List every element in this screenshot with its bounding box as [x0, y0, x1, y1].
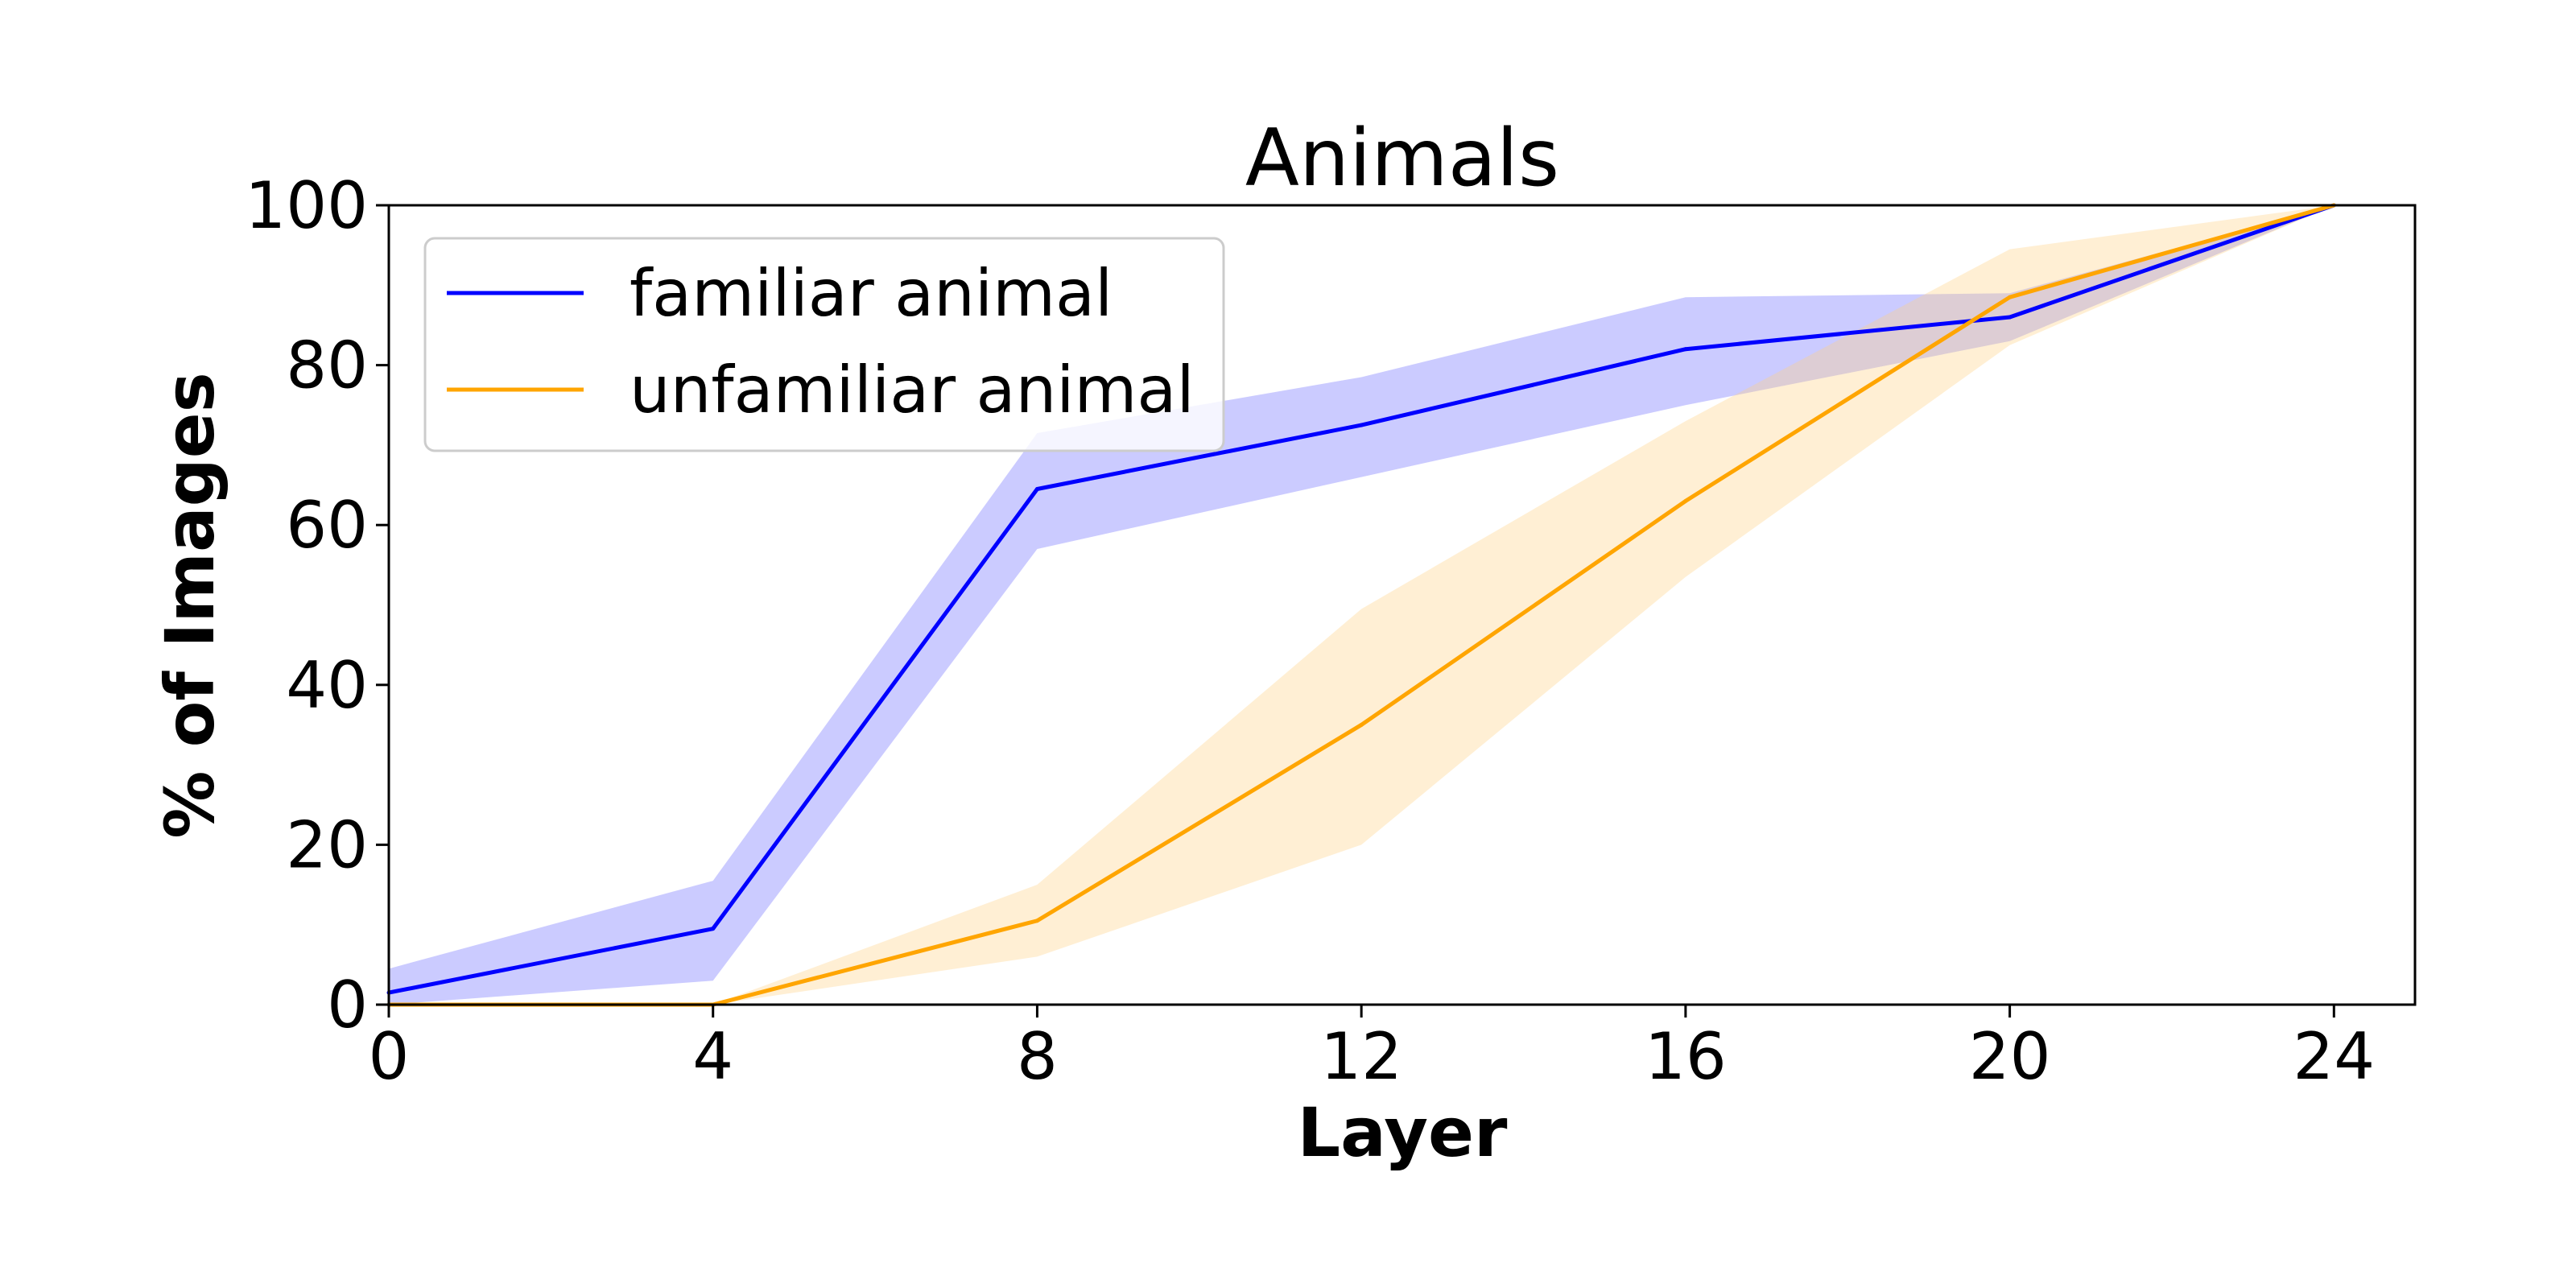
x-tick-label-0: 0 — [369, 1019, 410, 1094]
tick-layer: 0 4 8 12 16 20 24 0 20 40 60 80 100 — [245, 168, 2375, 1094]
legend-label-1: unfamiliar animal — [630, 353, 1195, 427]
point-series-0-1 — [711, 927, 716, 931]
band-series-0 — [389, 205, 2334, 1005]
y-tick-label-0: 0 — [327, 968, 368, 1042]
x-tick-label-2: 8 — [1017, 1019, 1058, 1094]
chart-title: Animals — [1245, 113, 1559, 204]
point-series-0-4 — [1683, 347, 1688, 352]
point-series-1-5 — [2008, 295, 2013, 299]
y-tick-label-3: 60 — [286, 488, 368, 563]
x-tick-label-6: 24 — [2293, 1019, 2375, 1094]
point-series-1-4 — [1683, 498, 1688, 503]
x-tick-label-3: 12 — [1320, 1019, 1402, 1094]
y-tick-label-2: 40 — [286, 648, 368, 723]
x-tick-label-1: 4 — [692, 1019, 733, 1094]
y-tick-label-5: 100 — [245, 168, 368, 243]
y-tick-label-1: 20 — [286, 807, 368, 882]
point-series-1-3 — [1359, 722, 1364, 727]
x-axis-label: Layer — [1298, 1093, 1508, 1172]
legend-label-0: familiar animal — [630, 256, 1113, 331]
x-tick-label-4: 16 — [1645, 1019, 1727, 1094]
point-series-0-5 — [2008, 315, 2013, 320]
y-tick-label-4: 80 — [286, 328, 368, 403]
point-series-0-3 — [1359, 423, 1364, 427]
legend: familiar animal unfamiliar animal — [423, 237, 1225, 452]
x-tick-label-5: 20 — [1969, 1019, 2051, 1094]
legend-box — [423, 237, 1225, 452]
point-series-0-2 — [1034, 487, 1039, 492]
band-series-1 — [389, 205, 2334, 1005]
point-series-1-2 — [1034, 919, 1039, 923]
y-axis-label: % of Images — [151, 372, 229, 838]
plot-frame — [387, 204, 2417, 1006]
